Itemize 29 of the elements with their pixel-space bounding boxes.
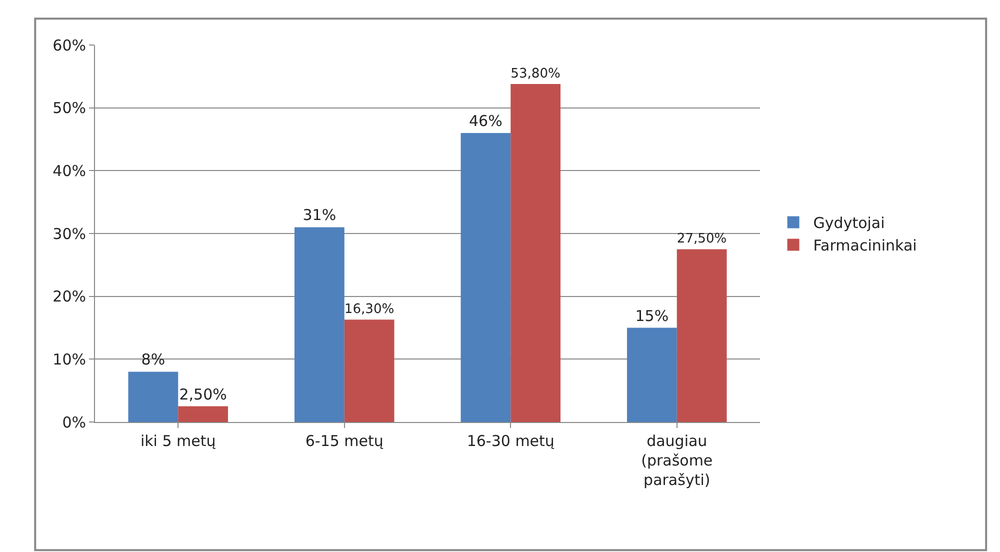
bar bbox=[178, 406, 228, 422]
data-label: 46% bbox=[469, 112, 502, 130]
y-tick-label: 60% bbox=[52, 36, 86, 54]
y-tick-label: 10% bbox=[52, 350, 86, 368]
data-label: 16,30% bbox=[344, 302, 394, 318]
data-label: 2,50% bbox=[179, 385, 227, 404]
y-tick-label: 40% bbox=[52, 162, 86, 180]
x-tick-label: 16-30 metų bbox=[466, 432, 555, 450]
data-label: 15% bbox=[635, 306, 669, 325]
data-label: 31% bbox=[302, 206, 336, 224]
x-tick-label: daugiau (prašome parašyti) bbox=[641, 432, 713, 489]
data-label: 8% bbox=[141, 350, 166, 369]
data-label: 53,80% bbox=[510, 66, 560, 82]
bar bbox=[344, 320, 394, 422]
bar bbox=[294, 227, 344, 422]
bar bbox=[460, 132, 511, 422]
data-label: 27,50% bbox=[676, 232, 727, 247]
bar bbox=[128, 372, 178, 422]
legend-label: Gydytojai bbox=[813, 214, 885, 232]
y-tick-label: 50% bbox=[52, 99, 86, 118]
bar bbox=[627, 328, 677, 422]
x-tick-label: 6-15 metų bbox=[305, 432, 384, 450]
y-tick-label: 20% bbox=[52, 288, 86, 306]
bar bbox=[510, 84, 560, 422]
legend-label: Farmacininkai bbox=[813, 236, 917, 255]
bar bbox=[676, 249, 727, 422]
x-tick-label: iki 5 metų bbox=[140, 432, 216, 450]
y-tick-label: 30% bbox=[52, 224, 86, 243]
y-tick-label: 0% bbox=[62, 413, 86, 432]
